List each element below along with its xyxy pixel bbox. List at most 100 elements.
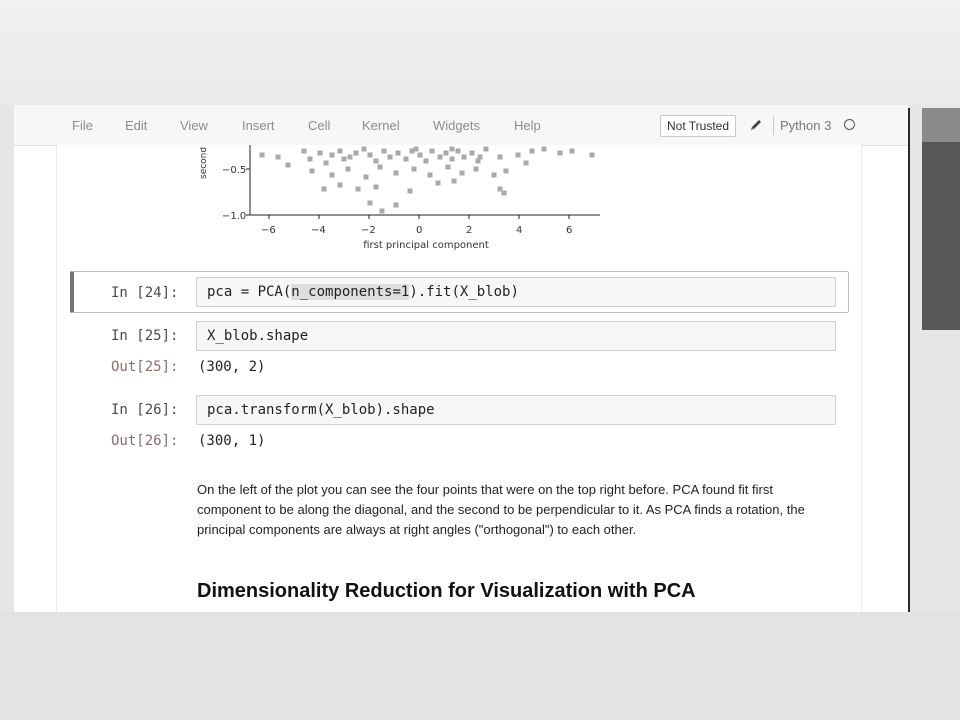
- plot-xtick-label: −4: [311, 225, 326, 236]
- scatter-point: [413, 146, 419, 152]
- scatter-point: [353, 150, 359, 156]
- scatter-point: [529, 148, 535, 154]
- background-top: [0, 0, 960, 105]
- scatter-point: [373, 158, 379, 164]
- side-panel-header: [922, 108, 960, 142]
- scatter-point: [329, 152, 335, 158]
- kernel-status-icon: [844, 119, 855, 130]
- scatter-point: [309, 168, 315, 174]
- scatter-point: [491, 172, 497, 178]
- scatter-point: [475, 158, 481, 164]
- scatter-point: [417, 152, 423, 158]
- scatter-point: [285, 162, 291, 168]
- code-highlight: n_components=1: [291, 284, 410, 300]
- scatter-point: [321, 186, 327, 192]
- scatter-point: [393, 202, 399, 208]
- scatter-point: [449, 156, 455, 162]
- scatter-point: [307, 156, 313, 162]
- plot-ylabel: second: [200, 147, 209, 179]
- menubar: File Edit View Insert Cell Kernel Widget…: [14, 105, 908, 146]
- scatter-point: [373, 184, 379, 190]
- cell-25-out-prompt: Out[25]:: [111, 359, 179, 375]
- cell-24-input[interactable]: pca = PCA(n_components=1).fit(X_blob): [196, 277, 836, 307]
- scatter-point: [361, 146, 367, 152]
- scatter-point: [483, 146, 489, 152]
- scatter-point: [459, 170, 465, 176]
- scatter-point: [443, 150, 449, 156]
- scatter-point: [429, 148, 435, 154]
- code-segment: pca = PCA(: [207, 284, 292, 300]
- side-panel: [922, 108, 960, 330]
- menu-help[interactable]: Help: [514, 118, 541, 133]
- scatter-point: [337, 148, 343, 154]
- scatter-point: [403, 156, 409, 162]
- scatter-point: [503, 168, 509, 174]
- menu-widgets[interactable]: Widgets: [433, 118, 480, 133]
- section-heading: Dimensionality Reduction for Visualizati…: [197, 580, 696, 602]
- scatter-point: [557, 150, 563, 156]
- scatter-point: [379, 208, 385, 214]
- cell-24-in-prompt: In [24]:: [111, 285, 179, 301]
- scatter-point: [427, 172, 433, 178]
- scatter-point: [497, 154, 503, 160]
- plot-xtick-label: 6: [566, 225, 572, 236]
- cell-25-in-prompt: In [25]:: [111, 328, 179, 344]
- menu-insert[interactable]: Insert: [242, 118, 275, 133]
- scatter-point: [423, 158, 429, 164]
- scatter-point: [381, 148, 387, 154]
- code-segment: ).fit(X_blob): [409, 284, 519, 300]
- window-divider: [907, 108, 910, 612]
- scatter-point: [589, 152, 595, 158]
- menu-kernel[interactable]: Kernel: [362, 118, 400, 133]
- cell-26-code: pca.transform(X_blob).shape: [207, 402, 435, 418]
- scatter-point: [435, 180, 441, 186]
- scatter-point: [395, 150, 401, 156]
- menu-cell[interactable]: Cell: [308, 118, 331, 133]
- scatter-point: [473, 166, 479, 172]
- scatter-point: [569, 148, 575, 154]
- scatter-point: [341, 156, 347, 162]
- notebook-container: [56, 145, 862, 612]
- notebook-window: File Edit View Insert Cell Kernel Widget…: [14, 105, 908, 612]
- scatter-point: [323, 160, 329, 166]
- menu-edit[interactable]: Edit: [125, 118, 148, 133]
- scatter-point: [437, 154, 443, 160]
- kernel-name: Python 3: [780, 118, 832, 133]
- scatter-point: [455, 148, 461, 154]
- cell-25-input[interactable]: X_blob.shape: [196, 321, 836, 351]
- cell-26-in-prompt: In [26]:: [111, 402, 179, 418]
- cell-26-out-prompt: Out[26]:: [111, 433, 179, 449]
- scatter-point: [515, 152, 521, 158]
- scatter-point: [449, 146, 455, 152]
- scatter-point: [377, 164, 383, 170]
- plot-ytick-label: −0.5: [222, 165, 246, 176]
- cell-25-code: X_blob.shape: [207, 328, 309, 344]
- scatter-point: [347, 154, 353, 160]
- menu-file[interactable]: File: [72, 118, 93, 133]
- scatter-points: [259, 146, 595, 214]
- scatter-point: [329, 172, 335, 178]
- scatter-point: [367, 200, 373, 206]
- cell-24-code: pca = PCA(n_components=1).fit(X_blob): [207, 284, 519, 300]
- scatter-point: [387, 154, 393, 160]
- scatter-point: [501, 190, 507, 196]
- cell-26-input[interactable]: pca.transform(X_blob).shape: [196, 395, 836, 425]
- scatter-point: [275, 154, 281, 160]
- scatter-point: [409, 148, 415, 154]
- not-trusted-button[interactable]: Not Trusted: [660, 115, 736, 137]
- menubar-separator: [773, 117, 774, 135]
- scatter-point: [451, 178, 457, 184]
- pencil-icon[interactable]: [748, 117, 764, 133]
- scatter-point: [523, 160, 529, 166]
- scatter-point: [355, 186, 361, 192]
- scatter-point: [469, 150, 475, 156]
- scatter-point: [259, 152, 265, 158]
- scatter-point: [541, 146, 547, 152]
- scatter-point: [337, 182, 343, 188]
- plot-xlabel: first principal component: [363, 240, 489, 251]
- scatter-point: [411, 166, 417, 172]
- scatter-point: [301, 148, 307, 154]
- plot-xtick-label: 4: [516, 225, 522, 236]
- menu-view[interactable]: View: [180, 118, 208, 133]
- scatter-point: [497, 186, 503, 192]
